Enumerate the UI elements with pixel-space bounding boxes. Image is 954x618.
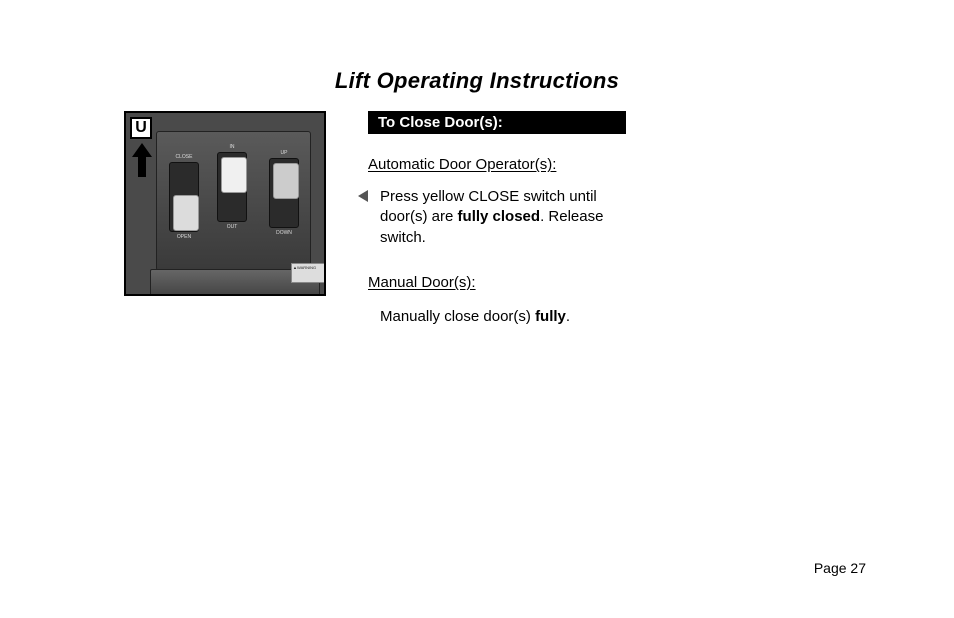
switch1-top-label: CLOSE (169, 154, 199, 160)
auto-step-bold: fully closed (458, 208, 541, 225)
up-down-switch (269, 158, 299, 228)
switch-panel: CLOSE OPEN IN OUT UP DOWN (156, 131, 311, 271)
control-panel-photo: U CLOSE OPEN IN OUT UP DOWN ▲WARNING (124, 111, 326, 296)
figure-label-u: U (130, 117, 152, 139)
left-triangle-icon (358, 190, 368, 202)
automatic-subheading: Automatic Door Operator(s): (368, 156, 648, 173)
switch3-bottom-label: DOWN (269, 230, 299, 236)
switch1-bottom-label: OPEN (169, 234, 199, 240)
manual-step-suffix: . (566, 308, 570, 325)
page-number: Page 27 (814, 560, 866, 576)
manual-step-prefix: Manually close door(s) (380, 308, 535, 325)
manual-step: Manually close door(s) fully. (380, 307, 648, 327)
close-open-switch (169, 162, 199, 232)
page-title: Lift Operating Instructions (0, 68, 954, 94)
manual-step-bold: fully (535, 308, 566, 325)
warning-label: ▲WARNING (291, 263, 325, 283)
section-heading: To Close Door(s): (368, 111, 626, 134)
in-out-switch (217, 152, 247, 222)
instructions-column: To Close Door(s): Automatic Door Operato… (368, 111, 648, 327)
switch3-top-label: UP (269, 150, 299, 156)
switch2-top-label: IN (217, 144, 247, 150)
automatic-step: Press yellow CLOSE switch until door(s) … (380, 187, 648, 248)
switch2-bottom-label: OUT (217, 224, 247, 230)
manual-subheading: Manual Door(s): (368, 274, 648, 291)
up-arrow-icon (132, 143, 152, 177)
